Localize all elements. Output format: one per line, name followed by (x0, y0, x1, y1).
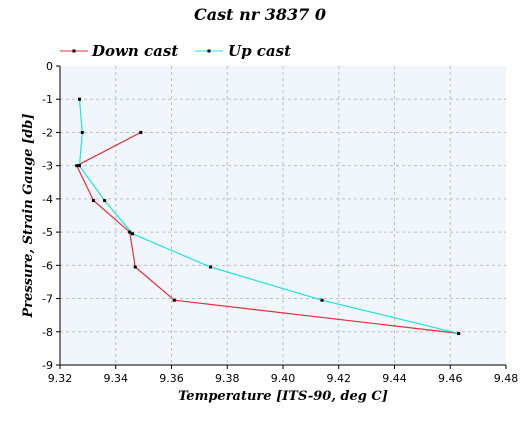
y-tick-label: -5 (42, 226, 53, 239)
data-point-down-cast (128, 230, 132, 234)
legend-label-up-cast: Up cast (228, 42, 291, 60)
grid-layer (60, 66, 506, 365)
x-tick-label: 9.48 (494, 372, 519, 385)
y-tick-label: -3 (42, 160, 53, 173)
y-tick-label: -6 (42, 259, 53, 272)
x-tick-label: 9.42 (327, 372, 352, 385)
x-tick-label: 9.34 (104, 372, 129, 385)
data-point-up-cast (130, 232, 134, 236)
x-tick-label: 9.44 (382, 372, 407, 385)
data-point-down-cast (172, 298, 176, 302)
data-point-up-cast (209, 265, 213, 269)
data-point-up-cast (320, 298, 324, 302)
data-point-down-cast (139, 130, 143, 134)
legend-marker-down-cast (72, 49, 76, 53)
x-tick-label: 9.32 (48, 372, 73, 385)
y-tick-label: -4 (42, 193, 53, 206)
x-tick-label: 9.40 (271, 372, 296, 385)
data-point-up-cast (80, 130, 84, 134)
legend: Down cast Up cast (60, 42, 291, 60)
legend-marker-up-cast (207, 49, 211, 53)
x-tick-label: 9.46 (438, 372, 463, 385)
y-tick-label: -1 (42, 93, 53, 106)
axis-layer: 9.32 9.34 9.36 9.38 9.40 9.42 9.44 9.46 9.48 0 -1 -… (42, 60, 518, 385)
y-tick-label: -9 (42, 359, 53, 372)
y-tick-label: -2 (42, 126, 53, 139)
data-point-down-cast (91, 199, 95, 203)
data-point-up-cast (103, 199, 107, 203)
series-line-up-cast (78, 99, 459, 334)
data-point-up-cast (78, 164, 82, 168)
chart-title: Cast nr 3837 0 (194, 5, 326, 24)
x-tick-label: 9.36 (159, 372, 184, 385)
y-tick-label: -7 (42, 293, 53, 306)
x-tick-label: 9.38 (215, 372, 240, 385)
legend-label-down-cast: Down cast (91, 42, 178, 60)
y-axis-label: Pressure, Strain Gauge [db] (21, 113, 36, 318)
y-tick-label: 0 (46, 60, 53, 73)
series-layer (75, 97, 461, 335)
y-tick-label: -8 (42, 326, 53, 339)
x-axis-label: Temperature [ITS-90, deg C] (178, 389, 388, 404)
data-point-up-cast (78, 97, 82, 101)
data-point-down-cast (133, 265, 137, 269)
data-point-up-cast (457, 331, 461, 335)
data-point-down-cast (75, 164, 79, 168)
